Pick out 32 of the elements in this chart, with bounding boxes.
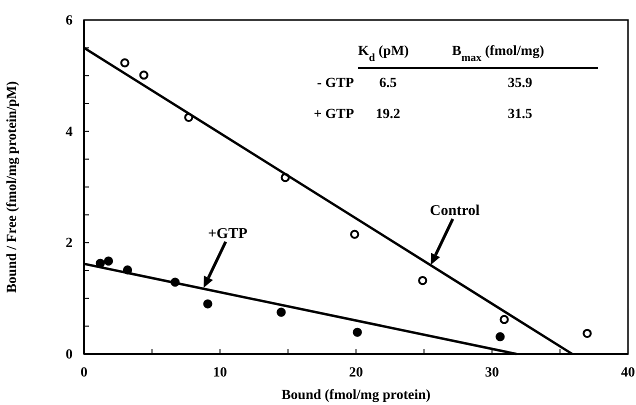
annotation: K$_{d}$ (pM) — [358, 44, 410, 64]
point — [496, 332, 505, 342]
y-axis-title: Bound / Free (fmol/mg protein/pM) — [5, 80, 20, 293]
x-axis-title: Bound (fmol/mg protein) — [281, 388, 431, 403]
x-tick-label: 10 — [213, 366, 227, 381]
annotation: - GTP — [317, 76, 354, 91]
x-tick-label: 0 — [80, 366, 88, 381]
y-tick-label: 2 — [66, 236, 73, 252]
point — [582, 328, 592, 338]
point — [139, 70, 148, 80]
point — [350, 230, 360, 239]
annotation: +GTP — [208, 226, 248, 242]
annotation: 19.2 — [376, 107, 400, 122]
point — [418, 276, 428, 286]
annotation: Control — [430, 202, 480, 219]
point — [500, 314, 509, 324]
annotation: 35.9 — [508, 76, 532, 91]
y-tick-label: 4 — [66, 124, 73, 140]
annotation: B$_{max}$ (fmol/mg) — [452, 44, 544, 64]
point — [203, 299, 212, 308]
point — [276, 308, 286, 317]
annotation: 6.5 — [379, 76, 397, 91]
point — [352, 328, 362, 337]
annotation: + GTP — [314, 107, 354, 122]
x-tick-label: 40 — [621, 366, 635, 381]
point — [104, 256, 114, 266]
y-tick-label: 6 — [66, 13, 73, 28]
x-tick-label: 30 — [485, 366, 499, 381]
x-tick-label: 20 — [349, 366, 363, 381]
point — [120, 58, 130, 68]
annotation: 31.5 — [508, 107, 532, 122]
y-tick-label: 0 — [66, 347, 73, 362]
